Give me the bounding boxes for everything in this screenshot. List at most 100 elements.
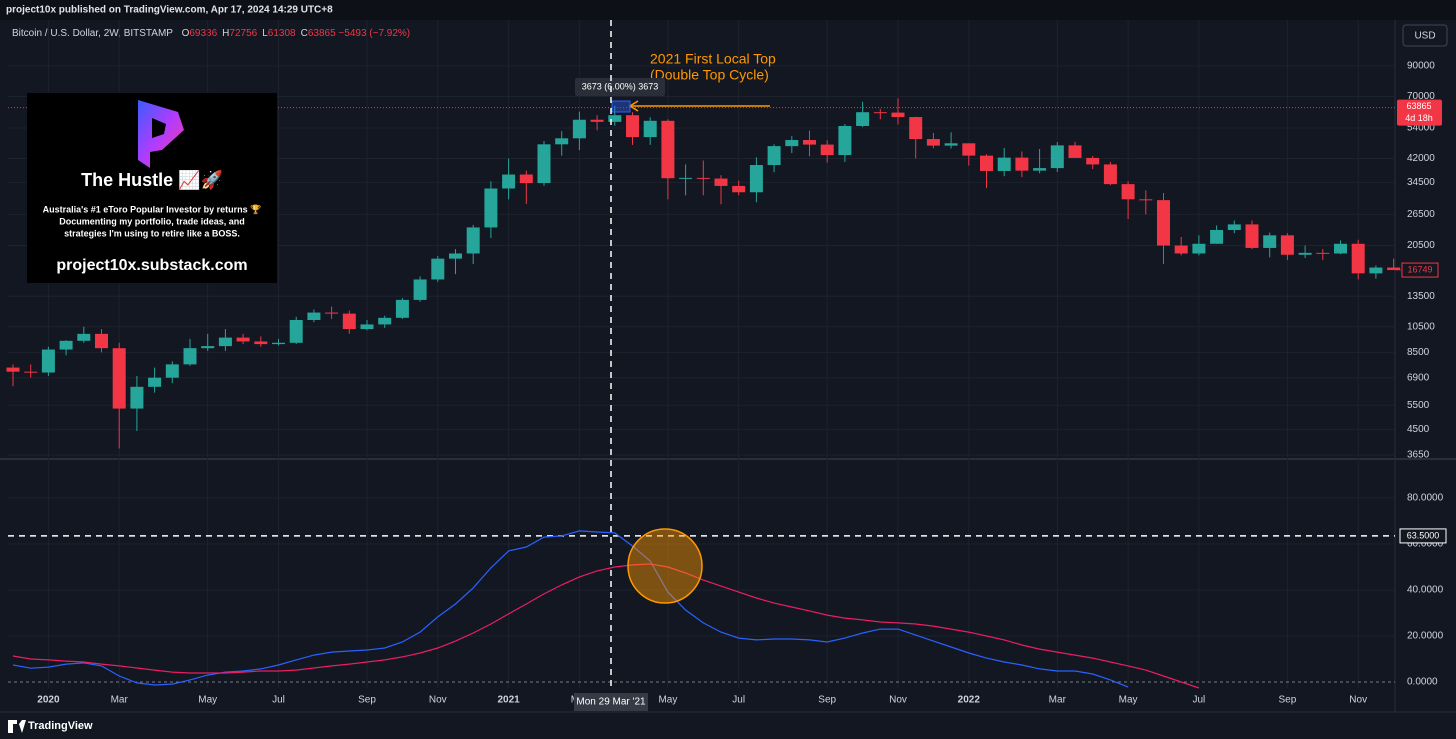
- candle-body: [873, 112, 887, 114]
- candle-body: [926, 139, 940, 146]
- y-tick-label: 20500: [1407, 240, 1435, 251]
- candle-body: [891, 112, 905, 118]
- promo-logo-cut: [152, 118, 166, 138]
- x-tick-label: 2021: [497, 695, 520, 706]
- candle-body: [6, 367, 20, 372]
- candle-body: [1351, 243, 1365, 274]
- promo-line: Documenting my portfolio, trade ideas, a…: [59, 216, 245, 226]
- promo-url: project10x.substack.com: [56, 257, 247, 274]
- candle-body: [661, 120, 675, 179]
- candle-body: [1121, 184, 1135, 200]
- candle-body: [130, 386, 144, 409]
- ohlc-value: 72756: [229, 28, 257, 39]
- last-price-label: 16749: [1407, 264, 1432, 274]
- candle-body: [626, 115, 639, 138]
- indicator-line: [12, 530, 1129, 688]
- candle-body: [307, 312, 321, 320]
- candle-body: [1192, 243, 1206, 254]
- candle-body: [856, 112, 870, 126]
- candle-body: [449, 253, 462, 259]
- candle-body: [572, 119, 586, 139]
- x-tick-label: Jul: [272, 695, 285, 706]
- price-label: 63865: [1406, 101, 1431, 111]
- highlight-circle: [627, 528, 703, 604]
- candle-body: [696, 177, 710, 179]
- currency-label[interactable]: USD: [1414, 31, 1435, 42]
- y-tick-label: 26500: [1407, 209, 1435, 220]
- candle-body: [413, 279, 427, 300]
- candle-body: [590, 119, 604, 122]
- footer-brand: TradingView: [28, 720, 93, 732]
- x-tick-label: Sep: [818, 695, 836, 706]
- y-tick-label: 60.0000: [1407, 539, 1444, 550]
- y-tick-label: 10500: [1407, 321, 1435, 332]
- candle-body: [236, 337, 250, 342]
- candle-body: [679, 177, 693, 179]
- candle-body: [555, 138, 569, 145]
- candle-body: [997, 157, 1011, 171]
- candle-body: [1157, 200, 1170, 246]
- candle-body: [944, 143, 958, 146]
- x-tick-label: May: [1119, 695, 1138, 706]
- x-tick-label: 2022: [958, 695, 981, 706]
- candle-body: [165, 364, 179, 378]
- promo-line: Australia's #1 eToro Popular Investor by…: [43, 203, 262, 214]
- crosshair-label-bg: [574, 693, 648, 711]
- candle-body: [1334, 243, 1347, 254]
- measure-label: 3673 (6.00%) 3673: [582, 81, 659, 91]
- candle-body: [1174, 245, 1188, 254]
- ohlc-value: 69336: [189, 28, 217, 39]
- candle-body: [183, 348, 197, 365]
- x-tick-label: May: [658, 695, 677, 706]
- price-label-bg: [1397, 99, 1442, 126]
- promo-title: The Hustle 📈🚀: [81, 169, 223, 190]
- y-tick-label: 70000: [1407, 91, 1435, 102]
- candle-body: [502, 174, 516, 189]
- candle-body: [1280, 235, 1294, 255]
- candle-body: [41, 349, 55, 373]
- ohlc-key: L: [262, 28, 268, 39]
- candle-body: [714, 178, 728, 186]
- candle-body: [767, 146, 781, 166]
- candle-body: [909, 117, 923, 140]
- candle-body: [1245, 224, 1259, 248]
- candle-body: [325, 312, 339, 314]
- candle-body: [1210, 229, 1224, 244]
- candle-body: [1015, 157, 1029, 171]
- candle-body: [820, 144, 834, 156]
- measure-box: [611, 100, 631, 113]
- candle-body: [785, 140, 799, 147]
- candle-body: [1369, 267, 1383, 274]
- x-tick-label: Mar: [111, 695, 129, 706]
- candle-body: [95, 333, 108, 349]
- x-tick-label: Mar: [1049, 695, 1067, 706]
- candle-body: [378, 317, 392, 325]
- candle-body: [272, 342, 285, 345]
- candle-body: [77, 333, 91, 341]
- candle-body: [732, 185, 746, 193]
- candle-body: [24, 371, 38, 373]
- currency-button[interactable]: [1402, 24, 1448, 47]
- annotation: 2021 First Local Top: [650, 51, 776, 67]
- candle-body: [112, 348, 126, 409]
- candle-body: [980, 155, 993, 171]
- measure-label-bg: [575, 78, 665, 96]
- candle-body: [360, 324, 374, 330]
- candle-body: [201, 346, 215, 349]
- header-bar: [0, 0, 1456, 20]
- candle-body: [749, 165, 763, 193]
- candle-body: [1086, 157, 1100, 165]
- annotation: (Double Top Cycle): [650, 67, 769, 83]
- x-tick-label: Nov: [1349, 695, 1367, 706]
- candle-body: [519, 174, 533, 184]
- y-tick-label: 20.0000: [1407, 631, 1444, 642]
- candle-body: [1316, 252, 1330, 254]
- x-tick-label: 2020: [37, 695, 60, 706]
- y-tick-label: 40.0000: [1407, 585, 1444, 596]
- h-line-label: 63.5000: [1407, 530, 1440, 540]
- y-tick-label: 4500: [1407, 424, 1430, 435]
- ohlc-value: 61308: [268, 28, 296, 39]
- y-tick-label: 13500: [1407, 291, 1435, 302]
- x-tick-label: Jul: [732, 695, 745, 706]
